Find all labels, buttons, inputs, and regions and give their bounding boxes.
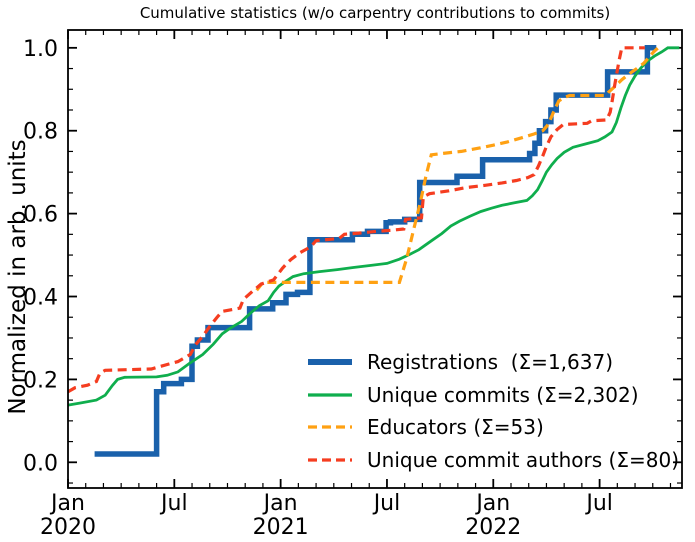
x-tick-year-label: 2022 <box>465 515 521 540</box>
legend-line-unique-commit-authors-icon <box>308 457 352 462</box>
legend-label-unique-commit-authors: Unique commit authors (Σ=80) <box>367 447 679 472</box>
x-tick-label: Jan <box>474 491 510 516</box>
x-tick-label: Jul <box>159 491 188 516</box>
legend-item-registrations: Registrations (Σ=1,637) <box>307 350 679 374</box>
x-tick-label: Jan <box>262 491 298 516</box>
legend-line-educators-icon <box>308 425 352 429</box>
plot-series <box>67 45 680 457</box>
legend: Registrations (Σ=1,637) Unique commits (… <box>307 350 679 480</box>
y-tick-label: 0.4 <box>23 286 58 311</box>
legend-line-registrations-icon <box>308 359 352 365</box>
y-tick-label: 0.6 <box>23 203 58 228</box>
y-axis-label: Normalized in arb. units <box>5 139 31 415</box>
legend-item-unique-commit-authors: Unique commit authors (Σ=80) <box>307 448 679 472</box>
legend-label-educators: Educators (Σ=53) <box>367 415 544 439</box>
legend-item-unique-commits: Unique commits (Σ=2,302) <box>307 383 679 407</box>
y-tick-label: 0.2 <box>23 368 58 393</box>
legend-label-registrations: Registrations (Σ=1,637) <box>367 350 613 374</box>
y-tick-label: 0.0 <box>23 451 58 476</box>
series-registrations-line <box>94 45 657 457</box>
legend-item-educators: Educators (Σ=53) <box>307 415 679 439</box>
x-tick-year-label: 2020 <box>40 515 96 540</box>
x-tick-year-label: 2021 <box>253 515 309 540</box>
x-tick-label: Jan <box>49 491 85 516</box>
x-tick-label: Jul <box>372 491 401 516</box>
series-unique-commits-line <box>67 46 680 407</box>
series-educators-line <box>255 46 660 292</box>
legend-line-unique-commits-icon <box>308 392 352 397</box>
chart-title: Cumulative statistics (w/o carpentry con… <box>139 4 611 22</box>
x-tick-label: Jul <box>584 491 613 516</box>
y-tick-label: 1.0 <box>23 37 58 62</box>
legend-label-unique-commits: Unique commits (Σ=2,302) <box>367 382 639 407</box>
y-tick-label: 0.8 <box>23 120 58 145</box>
series-unique-commit-authors-line <box>67 46 645 394</box>
plot-border <box>67 29 683 489</box>
